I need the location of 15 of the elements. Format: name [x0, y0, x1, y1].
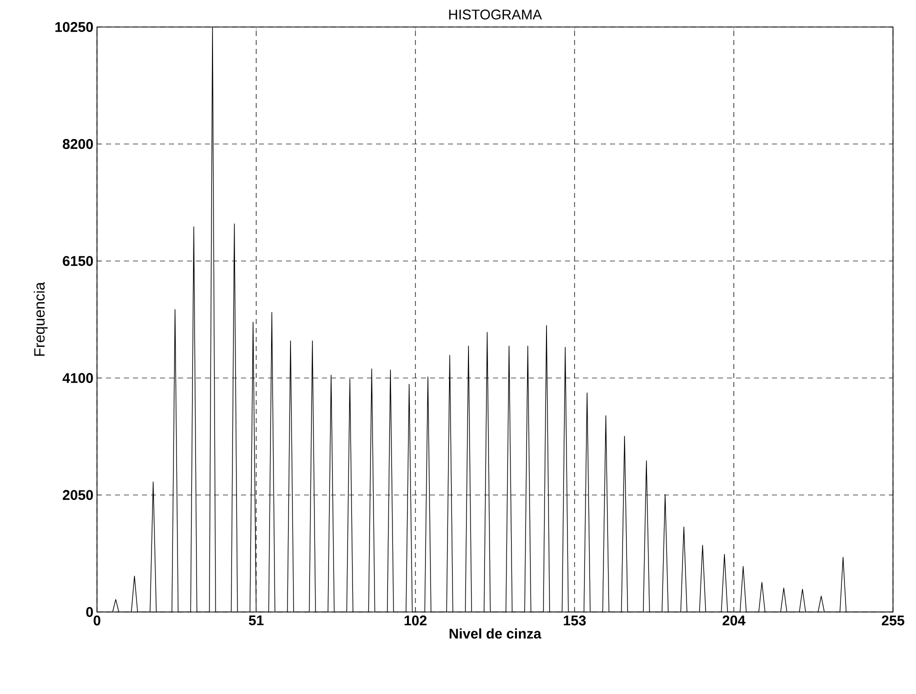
x-tick-label: 102: [404, 616, 427, 626]
y-tick-label: 8200: [62, 139, 93, 149]
y-axis-title: Frequencia: [34, 282, 48, 356]
y-tick-label: 4100: [62, 373, 93, 383]
y-tick-label: 6150: [62, 256, 93, 266]
y-tick-label: 0: [86, 607, 93, 617]
y-tick-label: 2050: [62, 490, 93, 500]
x-tick-label: 255: [882, 616, 904, 626]
chart-title: HISTOGRAMA: [449, 10, 542, 20]
x-tick-label: 0: [94, 616, 100, 626]
y-tick-label: 10250: [55, 22, 93, 32]
x-axis-title: Nivel de cinza: [450, 628, 542, 639]
x-tick-label: 51: [248, 616, 264, 626]
x-tick-label: 204: [722, 616, 746, 626]
x-tick-label: 153: [564, 616, 586, 626]
